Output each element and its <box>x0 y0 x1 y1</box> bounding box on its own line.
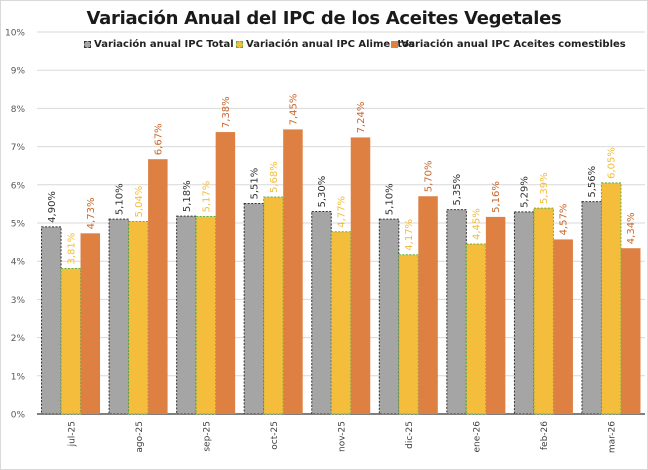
data-label: 5,70% <box>424 160 435 192</box>
bar <box>330 231 352 415</box>
legend-item-alimentos[interactable]: Variación anual IPC Alimentos <box>236 39 415 50</box>
legend-item-aceites[interactable]: Variación anual IPC Aceites comestibles <box>391 39 626 50</box>
data-label: 5,16% <box>491 181 502 213</box>
y-tick-label: 8% <box>11 105 26 115</box>
bar <box>108 218 130 415</box>
data-label: 5,68% <box>269 161 280 193</box>
bar <box>465 243 487 415</box>
y-tick-label: 7% <box>11 143 26 153</box>
data-label: 4,90% <box>47 191 58 223</box>
data-label: 4,17% <box>404 219 415 251</box>
bars <box>41 129 641 415</box>
bar <box>60 267 82 415</box>
y-tick-label: 2% <box>11 334 26 344</box>
legend-label-total: Variación anual IPC Total <box>94 39 234 50</box>
bar <box>533 207 554 415</box>
chart-title: Variación Anual del IPC de los Aceites V… <box>86 8 562 29</box>
data-labels: 4,90% 3,81% 4,73% 5,10% 5,04% 6,67% 5,18% 5,17%… <box>47 94 637 265</box>
bar <box>350 137 371 414</box>
y-tick-label: 10% <box>5 29 25 39</box>
data-label: 4,73% <box>86 198 97 230</box>
y-tick-label: 0% <box>11 411 26 421</box>
x-axis-ticks: jul-25 ago-25 sep-25 oct-25 nov-25 dic-25 ene-… <box>67 421 617 453</box>
data-label: 5,17% <box>201 181 212 213</box>
bar <box>128 220 149 415</box>
bar <box>581 201 602 415</box>
y-tick-label: 9% <box>11 67 26 77</box>
data-label: 5,18% <box>182 180 193 212</box>
data-label: 6,67% <box>153 123 164 155</box>
data-label: 5,04% <box>134 186 145 218</box>
data-label: 5,10% <box>385 183 396 215</box>
data-label: 4,77% <box>337 196 348 228</box>
legend-item-total[interactable]: Variación anual IPC Total <box>84 39 234 50</box>
y-axis-ticks: 0% 1% 2% 3% 4% 5% 6% 7% 8% 9% 10% <box>5 29 25 421</box>
bar <box>195 216 217 415</box>
x-tick-label: ene-26 <box>473 421 483 453</box>
bar <box>311 211 332 415</box>
x-tick-label: nov-25 <box>338 421 348 452</box>
legend-swatch-total <box>84 41 91 48</box>
x-tick-label: dic-25 <box>405 421 415 449</box>
data-label: 5,30% <box>317 176 328 208</box>
x-tick-label: sep-25 <box>202 421 212 452</box>
bar <box>553 239 573 414</box>
legend-swatch-aceites <box>391 41 398 48</box>
bar <box>176 215 197 415</box>
bar <box>418 196 438 414</box>
x-tick-label: mar-26 <box>608 421 618 453</box>
x-tick-label: ago-25 <box>135 421 145 453</box>
data-label: 4,57% <box>559 204 570 236</box>
y-tick-label: 4% <box>11 258 26 268</box>
y-tick-label: 6% <box>11 181 26 191</box>
data-label: 5,56% <box>587 166 598 198</box>
y-tick-label: 3% <box>11 296 26 306</box>
bar <box>243 203 265 415</box>
data-label: 5,29% <box>520 176 531 208</box>
bar <box>283 129 303 414</box>
data-label: 5,35% <box>452 174 463 206</box>
bar <box>600 182 622 415</box>
y-tick-label: 5% <box>11 220 26 230</box>
bar <box>485 216 506 414</box>
bar <box>41 226 62 415</box>
data-label: 7,45% <box>288 94 299 126</box>
bar <box>513 211 535 415</box>
data-label: 6,05% <box>607 147 618 179</box>
chart-legend: Variación anual IPC Total Variación anua… <box>0 39 648 53</box>
bar <box>446 209 467 415</box>
bar <box>378 218 400 415</box>
x-tick-label: oct-25 <box>270 421 280 450</box>
data-label: 5,51% <box>249 168 260 200</box>
data-label: 7,38% <box>221 96 232 128</box>
legend-swatch-alimentos <box>236 41 243 48</box>
x-tick-label: feb-26 <box>540 421 550 450</box>
data-label: 5,39% <box>539 172 550 204</box>
bar <box>215 132 236 415</box>
x-tick-label: jul-25 <box>67 421 77 447</box>
data-label: 7,24% <box>356 102 367 134</box>
legend-label-alimentos: Variación anual IPC Alimentos <box>246 39 415 50</box>
bar <box>148 159 168 414</box>
legend-label-aceites: Variación anual IPC Aceites comestibles <box>401 39 626 50</box>
data-label: 4,34% <box>626 212 637 244</box>
data-label: 4,45% <box>472 208 483 240</box>
bar <box>620 248 641 414</box>
y-tick-label: 1% <box>11 372 26 382</box>
bar <box>398 254 419 415</box>
bar <box>263 196 284 415</box>
data-label: 3,81% <box>66 233 77 265</box>
data-label: 5,10% <box>114 183 125 215</box>
bar <box>80 233 101 414</box>
